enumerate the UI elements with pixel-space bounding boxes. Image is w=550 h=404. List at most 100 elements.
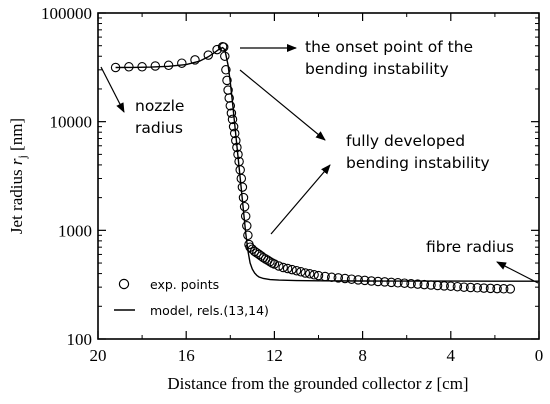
model-line (115, 46, 539, 282)
exp-point (296, 267, 306, 277)
exp-point (231, 135, 241, 146)
exp-point (313, 270, 324, 281)
annotation-fibre: fibre radius (426, 238, 514, 256)
x-tick-label: 20 (90, 346, 107, 365)
exp-point (479, 283, 489, 293)
exp-point (227, 114, 238, 125)
x-tick-label: 16 (178, 346, 195, 365)
arrow-nozzle (100, 66, 125, 113)
exp-point (220, 51, 230, 61)
exp-point (110, 62, 121, 73)
exp-point (163, 60, 174, 71)
exp-point (340, 273, 350, 284)
y-axis-title: Jet radius rj [nm] (7, 118, 29, 234)
y-axis-title-unit: [nm] (7, 118, 26, 155)
exp-point (393, 278, 403, 288)
x-axis-title-var: z (425, 374, 433, 393)
annotation-nozzle-line1: nozzle (135, 97, 184, 115)
exp-point (265, 256, 275, 267)
exp-point (177, 58, 187, 68)
exp-point (203, 50, 214, 60)
exp-point (287, 264, 297, 275)
axis-ticks (97, 12, 540, 340)
exp-point (278, 262, 288, 273)
exp-point (452, 281, 463, 292)
exp-point (320, 271, 330, 282)
exp-point (243, 230, 253, 241)
exp-point (218, 42, 229, 52)
exp-point (137, 62, 147, 72)
exp-point (346, 274, 357, 284)
exp-point (240, 211, 251, 221)
tick-labels: 20 16 12 8 4 0 100 1000 10000 100000 (41, 4, 543, 365)
exp-point (399, 278, 410, 288)
exp-point (472, 283, 483, 293)
exp-point (233, 149, 243, 160)
arrow-fibre (496, 261, 539, 284)
exp-point (446, 281, 456, 291)
exp-point (226, 108, 237, 118)
exp-point (221, 65, 231, 75)
legend: exp. points model, rels.(13,14) (114, 277, 269, 318)
y-tick-label: 1000 (58, 221, 92, 240)
exp-point (239, 201, 250, 212)
exp-point (190, 55, 200, 65)
exp-point (465, 282, 476, 293)
x-tick-label: 4 (447, 346, 456, 365)
legend-label-exp: exp. points (150, 277, 219, 292)
exp-point (269, 259, 280, 269)
exp-point (439, 281, 449, 291)
annotation-developed-line2: bending instability (346, 154, 490, 172)
x-tick-label: 12 (266, 346, 283, 365)
exp-point (274, 261, 284, 271)
exp-point (236, 173, 247, 184)
exp-point (386, 277, 397, 288)
x-tick-label: 0 (535, 346, 544, 365)
exp-point (222, 75, 232, 86)
exp-point (282, 263, 293, 274)
annotation-arrows (100, 44, 539, 284)
y-axis-title-text: Jet radius (7, 165, 26, 234)
exp-point (300, 268, 311, 278)
exp-point (232, 142, 242, 153)
exp-point (124, 62, 134, 72)
exp-point (419, 279, 430, 290)
exp-point (412, 279, 423, 289)
exp-point (237, 182, 248, 192)
exp-point (333, 273, 344, 283)
legend-label-model: model, rels.(13,14) (150, 303, 269, 318)
y-axis-title-var: r (7, 158, 26, 165)
y-axis-title-sub: j (15, 155, 29, 159)
exp-point (212, 44, 222, 55)
exp-point (304, 269, 315, 279)
exp-point (225, 101, 236, 111)
exp-points-series (110, 41, 516, 294)
exp-point (360, 275, 370, 286)
arrow-developed-up (239, 69, 326, 141)
annotation-onset-line1: the onset point of the (305, 38, 473, 56)
y-tick-label: 10000 (50, 113, 93, 132)
x-axis-title: Distance from the grounded collector z [… (167, 374, 468, 393)
exp-point (459, 282, 469, 292)
y-tick-label: 100 (67, 330, 93, 349)
exp-point (505, 284, 516, 294)
exp-point (353, 275, 363, 285)
exp-point (228, 121, 239, 132)
exp-point (309, 270, 319, 280)
model-series (115, 46, 539, 282)
exp-point (492, 283, 502, 294)
exp-point (373, 276, 383, 287)
arrow-developed-down (270, 164, 331, 235)
exp-point (498, 284, 509, 294)
y-tick-label: 100000 (41, 4, 92, 23)
exp-point (242, 221, 252, 231)
exp-point (291, 265, 302, 276)
exp-point (432, 280, 443, 291)
exp-point (406, 278, 416, 289)
exp-point (229, 128, 240, 139)
annotation-developed-line1: fully developed (346, 132, 465, 150)
exp-point (238, 192, 249, 203)
exp-point (485, 283, 496, 294)
exp-point (326, 272, 337, 283)
exp-point (426, 280, 436, 290)
